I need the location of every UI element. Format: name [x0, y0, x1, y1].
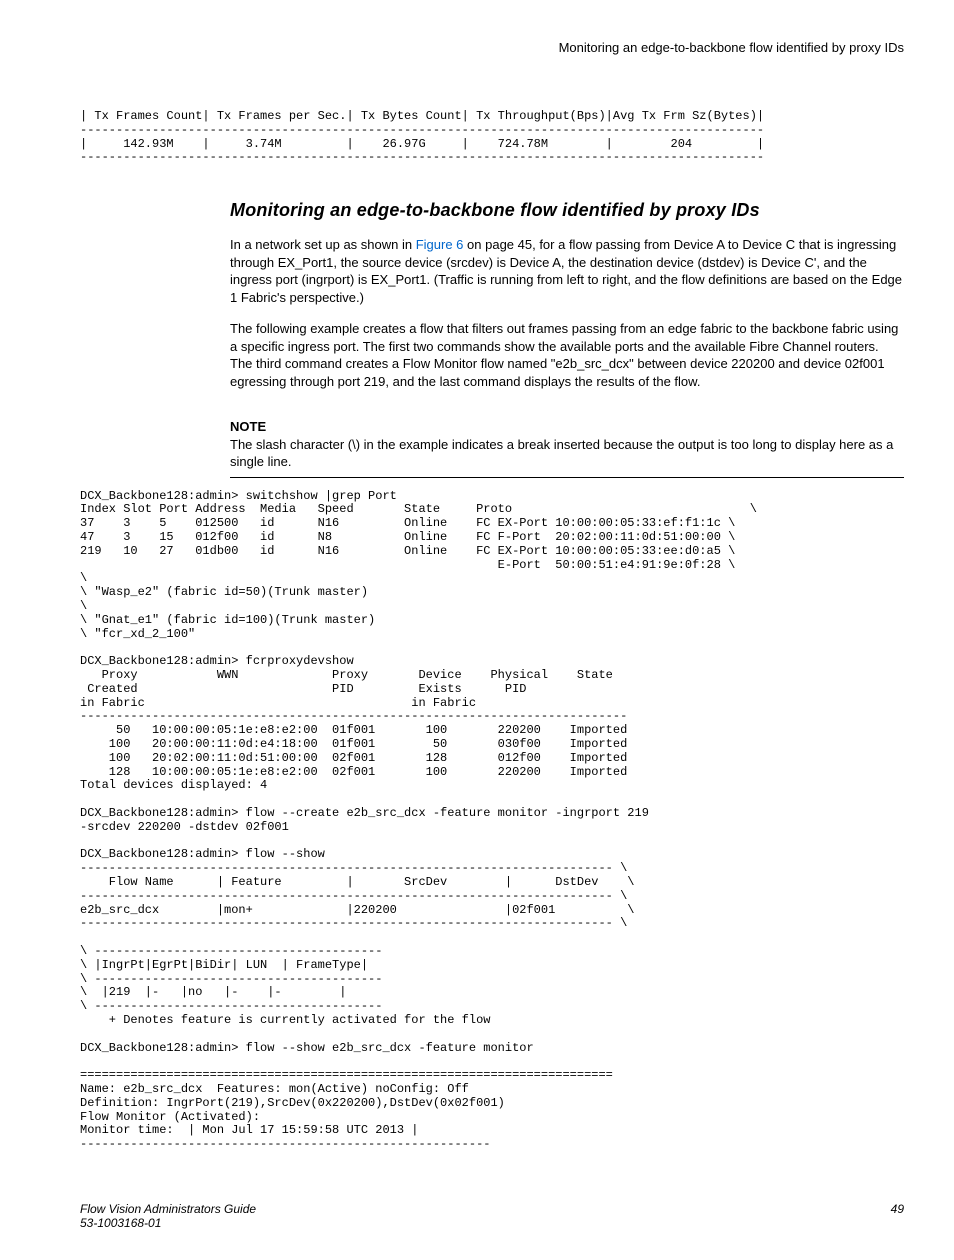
- page-footer: Flow Vision Administrators Guide 53-1003…: [80, 1202, 904, 1230]
- document-page: Monitoring an edge-to-backbone flow iden…: [0, 0, 954, 1260]
- tx-data-row: | 142.93M | 3.74M | 26.97G | 724.78M | 2…: [80, 137, 764, 151]
- content-column: Monitoring an edge-to-backbone flow iden…: [230, 200, 904, 477]
- footer-left: Flow Vision Administrators Guide 53-1003…: [80, 1202, 256, 1230]
- section-para-1: In a network set up as shown in Figure 6…: [230, 236, 904, 306]
- figure-link[interactable]: Figure 6: [416, 237, 464, 252]
- console-output: DCX_Backbone128:admin> switchshow |grep …: [80, 490, 904, 1152]
- running-header: Monitoring an edge-to-backbone flow iden…: [80, 40, 904, 55]
- top-transmit-table: | Tx Frames Count| Tx Frames per Sec.| T…: [80, 110, 904, 165]
- footer-page-number: 49: [891, 1202, 904, 1230]
- para1-part-a: In a network set up as shown in: [230, 237, 416, 252]
- section-title: Monitoring an edge-to-backbone flow iden…: [230, 200, 904, 221]
- tx-divider-2: ----------------------------------------…: [80, 150, 764, 164]
- section-para-2: The following example creates a flow tha…: [230, 320, 904, 390]
- note-text: The slash character (\) in the example i…: [230, 436, 904, 478]
- footer-doc-title: Flow Vision Administrators Guide: [80, 1202, 256, 1216]
- footer-doc-number: 53-1003168-01: [80, 1216, 256, 1230]
- tx-divider-1: ----------------------------------------…: [80, 123, 764, 137]
- tx-header-row: | Tx Frames Count| Tx Frames per Sec.| T…: [80, 109, 764, 123]
- note-heading: NOTE: [230, 419, 904, 434]
